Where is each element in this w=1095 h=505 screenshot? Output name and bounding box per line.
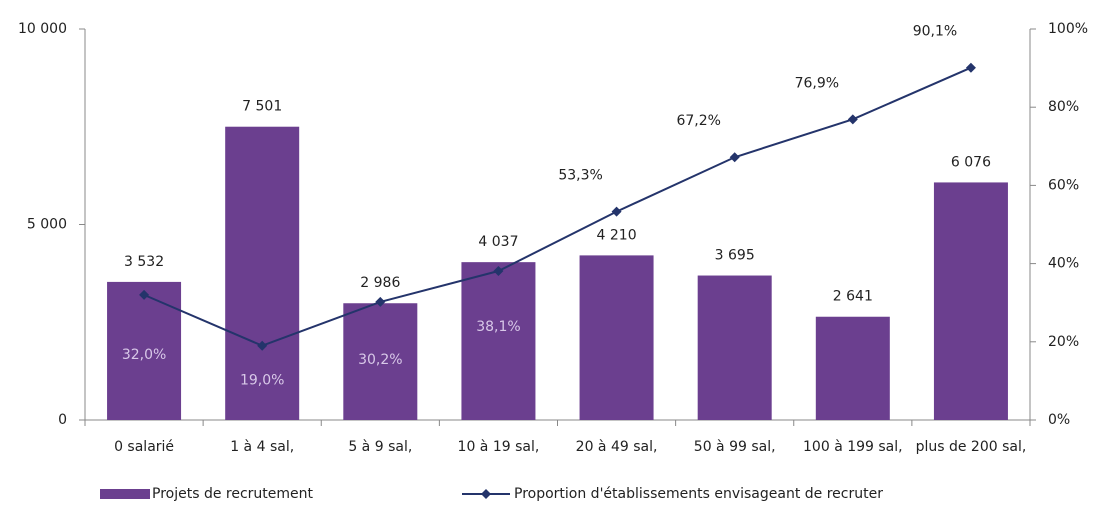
x-tick-label: 0 salarié xyxy=(114,439,174,455)
bar xyxy=(343,303,418,420)
y2-tick-label: 60% xyxy=(1048,177,1079,193)
marker xyxy=(965,62,976,73)
y2-tick-label: 0% xyxy=(1048,412,1070,428)
line-value-label: 19,0% xyxy=(240,373,284,389)
bar-value-label: 7 501 xyxy=(242,99,282,115)
bar-value-label: 3 532 xyxy=(124,254,164,270)
bar-value-label: 6 076 xyxy=(951,154,991,170)
x-tick-label: 20 à 49 sal, xyxy=(576,439,658,455)
bar xyxy=(815,316,890,420)
y2-tick-label: 20% xyxy=(1048,334,1079,350)
x-tick-label: 100 à 199 sal, xyxy=(803,439,903,455)
bar xyxy=(579,255,654,420)
y-tick-label: 0 xyxy=(58,412,67,428)
y-tick-label: 10 000 xyxy=(18,21,67,37)
line-value-label: 67,2% xyxy=(676,113,720,129)
marker xyxy=(847,114,858,125)
line-value-label: 30,2% xyxy=(358,352,402,368)
y2-tick-label: 80% xyxy=(1048,99,1079,115)
x-tick-label: 10 à 19 sal, xyxy=(458,439,540,455)
line-value-label: 32,0% xyxy=(122,347,166,363)
bar-value-label: 2 641 xyxy=(833,289,873,305)
marker xyxy=(729,152,740,163)
bar xyxy=(225,126,300,420)
legend-marker xyxy=(481,489,491,499)
marker xyxy=(611,206,622,217)
x-tick-label: 50 à 99 sal, xyxy=(694,439,776,455)
marker xyxy=(375,296,386,307)
bar-value-label: 4 037 xyxy=(478,234,518,250)
line-value-label: 53,3% xyxy=(558,168,602,184)
marker xyxy=(493,266,504,277)
line xyxy=(143,66,972,347)
y2-tick-label: 40% xyxy=(1048,256,1079,272)
y2-tick-label: 100% xyxy=(1048,21,1088,37)
line-value-label: 76,9% xyxy=(795,75,839,91)
bar xyxy=(461,262,536,420)
bar-value-label: 4 210 xyxy=(597,227,637,243)
line-value-label: 38,1% xyxy=(476,319,520,335)
bar-value-label: 3 695 xyxy=(715,248,755,264)
bar xyxy=(933,182,1008,420)
x-tick-label: 1 à 4 sal, xyxy=(230,439,294,455)
marker xyxy=(139,289,150,300)
legend-label: Projets de recrutement xyxy=(152,486,314,502)
bar xyxy=(697,275,772,420)
bar-value-label: 2 986 xyxy=(360,275,400,291)
line-value-label: 90,1% xyxy=(913,24,957,40)
legend-label: Proportion d'établissements envisageant … xyxy=(514,486,883,502)
marker xyxy=(257,340,268,351)
y-tick-label: 5 000 xyxy=(27,217,67,233)
x-tick-label: plus de 200 sal, xyxy=(916,439,1027,455)
x-tick-label: 5 à 9 sal, xyxy=(348,439,412,455)
legend-swatch xyxy=(100,489,150,499)
